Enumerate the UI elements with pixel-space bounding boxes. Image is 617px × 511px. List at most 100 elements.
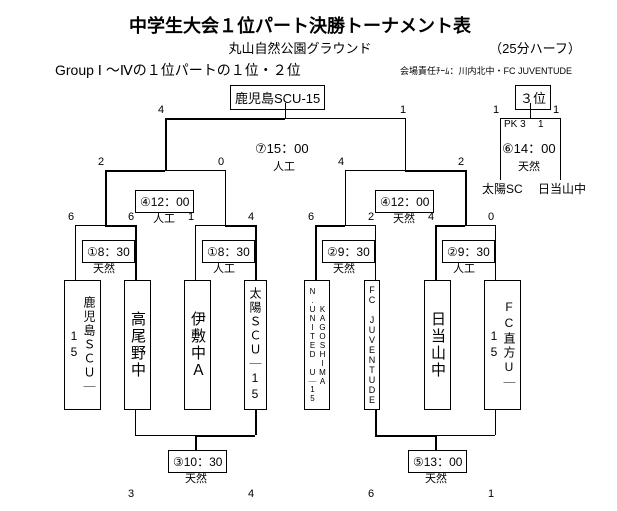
line [405,170,465,172]
line [405,153,406,171]
field-1a: 天然 [93,260,115,276]
line [435,435,495,436]
score-5-left: 6 [368,488,374,500]
line [75,225,76,280]
team-8: FC直方U｜15 [484,280,521,410]
line [165,118,285,120]
line [435,225,437,280]
field-7: 人工 [273,158,295,174]
line [345,225,375,226]
score-4b-left: 4 [338,156,344,168]
team-5: KAGOSHIMA N.UNITED U｜15 [304,280,330,410]
line [135,225,137,280]
score-3-left: 3 [128,488,134,500]
match-7-label: ⑦15：00 [255,138,309,157]
score-5-right: 1 [488,488,494,500]
line [560,118,561,180]
line [375,435,435,437]
score-1a-left: 6 [68,211,74,223]
champion-box: 鹿児島SCU-15 [230,85,325,110]
score-1a-right: 6 [128,211,134,223]
score-7-right: 1 [400,104,406,116]
line [315,225,345,227]
line [195,225,225,226]
tp1-label: 太陽SC [482,180,523,197]
line [255,225,257,280]
line [285,103,286,118]
team-4: 太陽ＳＣＵ｜15 [244,280,267,410]
line [405,118,406,153]
field-4b: 天然 [393,210,415,226]
group-label: Group Ⅰ ～Ⅳの１位パートの１位・２位 [55,60,375,80]
team-6: FC JUVENTUDE [364,280,380,410]
line [195,225,196,280]
score-1b-left: 1 [188,211,194,223]
line [75,225,105,226]
line [495,225,496,280]
line [285,118,405,119]
line [315,225,317,280]
score-6-left: 1 [493,104,499,116]
score-4b-right: 2 [458,156,464,168]
score-2b-left: 4 [428,211,434,223]
score-2a-right: 2 [368,211,374,223]
score-6-right: 1 [553,104,559,116]
line [345,170,405,171]
line [465,170,467,195]
line [195,435,255,437]
venue-label: 丸山自然公園グラウンド [200,38,400,57]
pk-right: 1 [538,119,544,130]
line [375,225,376,280]
field-5: 天然 [425,470,447,486]
field-2b: 人工 [453,260,475,276]
line [255,410,257,435]
line [435,435,437,450]
line [105,195,107,225]
line [225,225,255,227]
field-4a: 人工 [153,210,175,226]
team-3: 伊敷中Ａ [184,280,211,410]
line [165,170,225,171]
line [135,410,136,435]
tp2-label: 日当山中 [538,180,586,197]
half-label: （25分ハーフ） [475,38,595,57]
score-4a-right: 0 [218,156,224,168]
line [500,118,501,180]
line [465,225,495,226]
field-2a: 天然 [333,260,355,276]
score-2b-right: 0 [488,211,494,223]
score-3-right: 4 [248,488,254,500]
line [105,225,135,227]
line [345,195,346,225]
field-1b: 人工 [213,260,235,276]
line [225,195,226,225]
team-2: 高尾野中 [124,280,151,410]
match-6-label: ⑥14：00 [502,138,556,157]
main-title: 中学生大会１位パート決勝トーナメント表 [100,12,500,38]
responsible-label: 会場責任ﾁｰﾑ：川内北中・FC JUVENTUDE [400,64,615,77]
team-1: 鹿児島ＳＣＵ｜15 [64,280,101,410]
line [225,170,226,195]
line [530,103,531,118]
score-4a-left: 2 [98,156,104,168]
score-7-left: 4 [158,104,164,116]
line [165,118,167,153]
field-3: 天然 [185,470,207,486]
line [345,170,346,195]
line [165,153,167,171]
line [105,170,165,172]
score-1b-right: 4 [248,211,254,223]
third-place-box: ３位 [515,85,551,110]
pk-label: PK 3 [504,119,526,130]
line [195,435,197,450]
score-2a-left: 6 [308,211,314,223]
line [435,225,465,227]
line [465,195,467,225]
line [135,435,195,436]
tournament-bracket: 中学生大会１位パート決勝トーナメント表 丸山自然公園グラウンド （25分ハーフ）… [0,0,617,511]
line [375,410,377,435]
field-6: 天然 [518,158,540,174]
team-7: 日当山中 [424,280,451,410]
line [105,170,107,195]
line [495,410,496,435]
